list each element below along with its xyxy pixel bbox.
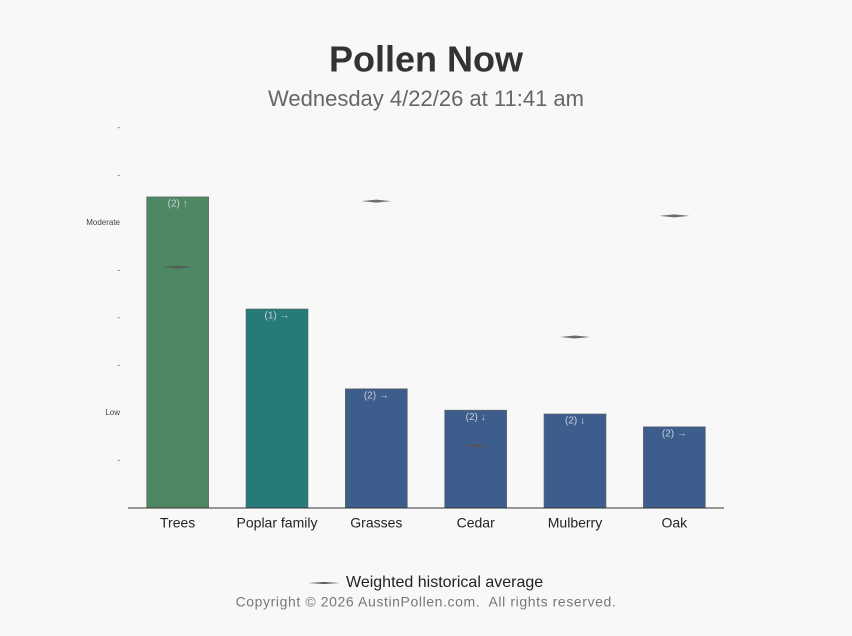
bar xyxy=(245,308,309,509)
bar xyxy=(543,413,607,509)
bar-label: (1) → xyxy=(265,311,290,322)
bar-label: (2) ↓ xyxy=(466,412,486,423)
bar-label: (2) ↓ xyxy=(565,416,585,427)
x-tick-label: Grasses xyxy=(350,515,402,531)
legend-swatch xyxy=(308,582,340,584)
historical-average xyxy=(659,214,690,218)
footer: Copyright © 2026 AustinPollen.com. All r… xyxy=(236,594,617,610)
y-tick-label: - xyxy=(117,266,120,275)
historical-average xyxy=(361,199,392,203)
y-tick-label: - xyxy=(117,361,120,370)
y-tick-label: Low xyxy=(105,408,120,417)
x-tick-label: Trees xyxy=(160,515,195,531)
x-tick-label: Mulberry xyxy=(548,515,602,531)
chart-subtitle: Wednesday 4/22/26 at 11:41 am xyxy=(268,86,584,111)
bar xyxy=(444,409,507,509)
historical-average xyxy=(162,265,193,269)
bar xyxy=(643,426,706,509)
y-tick-label: Moderate xyxy=(86,218,120,227)
y-tick-label: - xyxy=(117,171,120,180)
chart-title: Pollen Now xyxy=(329,39,524,80)
bar-label: (2) → xyxy=(662,428,687,439)
bar-label: (2) → xyxy=(364,390,389,401)
x-tick-label: Cedar xyxy=(457,515,495,531)
x-tick-label: Oak xyxy=(661,515,688,531)
y-tick-label: - xyxy=(117,456,120,465)
bar xyxy=(345,388,408,509)
bar-label: (2) ↑ xyxy=(168,199,188,210)
x-tick-label: Poplar family xyxy=(237,515,318,531)
y-tick-label: - xyxy=(117,123,120,132)
legend-label: Weighted historical average xyxy=(346,574,543,591)
historical-average xyxy=(560,335,590,339)
y-tick-label: - xyxy=(117,313,120,322)
bar xyxy=(146,196,209,509)
historical-average xyxy=(460,444,491,448)
